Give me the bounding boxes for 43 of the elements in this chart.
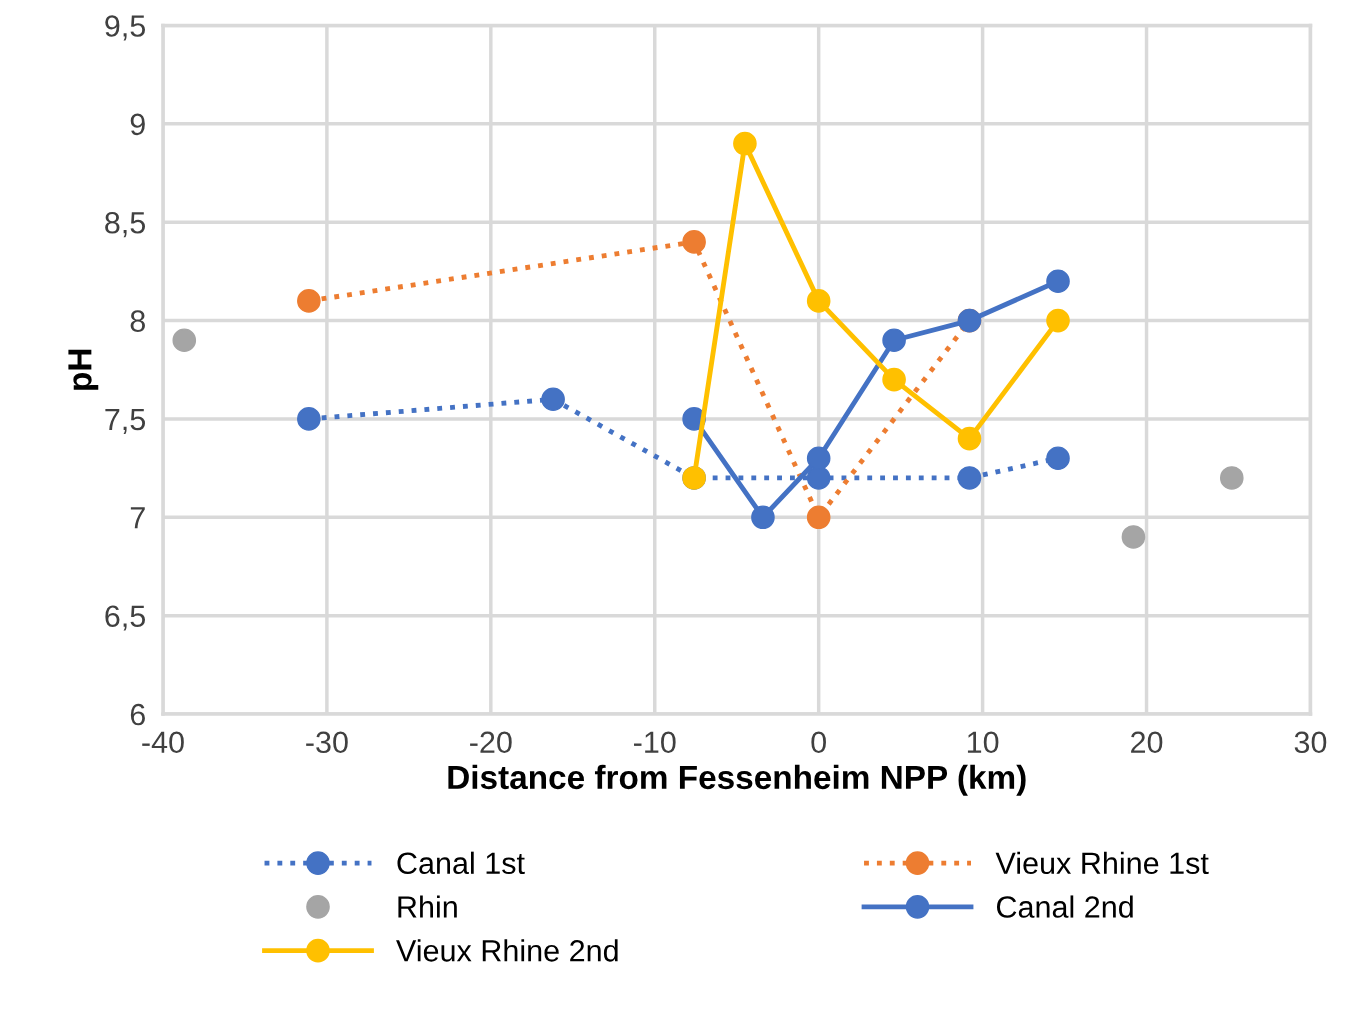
x-tick-label: -40	[142, 731, 184, 754]
point	[1219, 466, 1244, 490]
y-tick-label: 7	[130, 507, 145, 529]
legend-label: Canal 1st	[397, 851, 525, 875]
x-tick-label: -10	[634, 731, 676, 754]
legend-label: Vieux Rhine 1st	[995, 851, 1209, 875]
y-tick-label: 9	[130, 113, 145, 136]
point	[806, 505, 831, 530]
point	[172, 328, 197, 353]
legend-label: Rhin	[398, 895, 457, 918]
x-axis-title: Distance from Fessenheim NPP (km)	[448, 764, 1026, 796]
point	[806, 446, 831, 471]
point	[541, 387, 565, 412]
point	[957, 426, 982, 451]
point	[882, 367, 906, 392]
point	[806, 466, 831, 490]
legend-label: Canal 2nd	[996, 895, 1133, 918]
y-tick-label: 8,5	[105, 211, 146, 238]
y-tick-label: 6,5	[105, 605, 146, 631]
point	[682, 230, 706, 254]
point	[806, 289, 831, 313]
point	[1046, 269, 1070, 294]
y-tick-label: 7,5	[105, 408, 146, 434]
point	[957, 466, 982, 490]
x-tick-label: -20	[470, 731, 512, 754]
x-tick-label: 10	[967, 731, 999, 754]
x-tick-label: 30	[1294, 731, 1327, 754]
point	[882, 328, 906, 353]
y-axis-title: pH	[68, 349, 99, 390]
x-tick-label: 20	[1131, 731, 1163, 754]
y-tick-label: 8	[130, 310, 145, 332]
point	[1046, 446, 1070, 471]
y-tick-label: 6	[130, 703, 145, 726]
point	[733, 131, 757, 156]
y-tick-label: 9,5	[105, 15, 146, 41]
point	[297, 407, 321, 431]
point	[751, 505, 775, 530]
x-tick-label: -30	[306, 731, 348, 754]
legend-label: Vieux Rhine 2nd	[396, 939, 618, 962]
point	[1046, 308, 1070, 333]
x-tick-label: 0	[811, 731, 826, 754]
point	[297, 289, 321, 313]
point	[1121, 525, 1146, 549]
